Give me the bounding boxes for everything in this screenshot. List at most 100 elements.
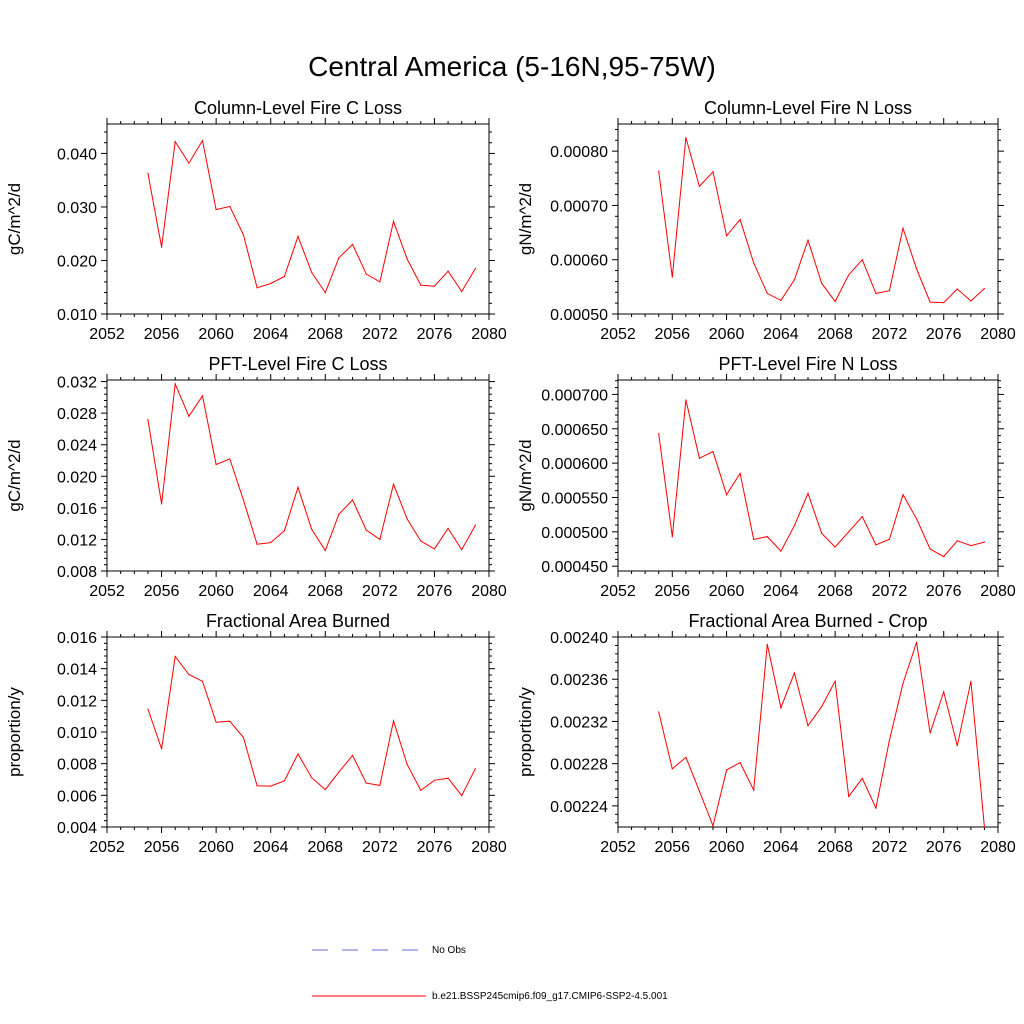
panel-5-data-point xyxy=(420,789,422,792)
panel-5-ylabel: proportion/y xyxy=(5,687,24,777)
panel-2-data-point xyxy=(780,299,782,302)
panel-3-xtick-label: 2068 xyxy=(307,583,343,600)
panel-5-ytick-label: 0.008 xyxy=(57,757,97,774)
panel-6-frame xyxy=(617,636,999,828)
panel-5-data-point xyxy=(311,777,313,779)
panel-6-data-point xyxy=(983,826,986,828)
panel-6-data-point xyxy=(861,777,863,780)
panel-6-data-point xyxy=(780,707,782,709)
panel-3-data-point xyxy=(406,518,408,520)
panel-1-data-point xyxy=(379,281,381,283)
panel-6-data-point xyxy=(820,706,823,708)
panel-4-data-point xyxy=(753,538,755,540)
panel-4-data-point xyxy=(943,555,945,558)
panel-5-xtick-label: 2064 xyxy=(253,839,289,856)
panel-5-data-point xyxy=(406,763,408,765)
legend-model-label: b.e21.BSSP245cmip6.f09_g17.CMIP6-SSP2-4.… xyxy=(432,991,668,1002)
panel-4-data-point xyxy=(725,494,728,496)
panel-3-ytick-label: 0.016 xyxy=(57,501,97,518)
panel-1-xtick-label: 2068 xyxy=(307,326,343,343)
panel-6-data-point xyxy=(725,769,728,771)
panel-1-data-point xyxy=(433,285,436,287)
legend-no-obs-label: No Obs xyxy=(432,945,466,956)
panel-4-xtick-label: 2052 xyxy=(600,583,636,600)
panel-3-data-point xyxy=(270,541,272,544)
panel-3-title: PFT-Level Fire C Loss xyxy=(208,354,387,374)
panel-2-xtick-label: 2052 xyxy=(600,326,636,343)
panel-6-data-point xyxy=(753,789,755,791)
panel-3-data-point xyxy=(188,415,190,417)
panel-5-data-point xyxy=(461,795,463,797)
panel-1-data-point xyxy=(351,243,354,246)
panel-6-data-point xyxy=(888,739,891,742)
panel-5-data-point xyxy=(379,784,381,786)
panel-1-xtick-label: 2064 xyxy=(253,326,289,343)
panel-6-data-point xyxy=(766,643,768,645)
panel-3-ylabel: gC/m^2/d xyxy=(5,439,24,511)
panel-4-data-point xyxy=(712,450,714,453)
panel-4-xtick-label: 2080 xyxy=(980,583,1016,600)
panel-1-xtick-label: 2060 xyxy=(198,326,234,343)
panel-3-xtick-label: 2060 xyxy=(198,583,234,600)
panel-1-ylabel: gC/m^2/d xyxy=(5,183,24,255)
panel-3-ytick-label: 0.028 xyxy=(57,406,97,423)
panel-2-xtick-label: 2072 xyxy=(872,326,908,343)
panel-2-data-point xyxy=(902,227,904,229)
panel-1-data-point xyxy=(420,284,422,286)
panel-6-data-point xyxy=(807,725,809,727)
panel-4-data-point xyxy=(956,540,958,542)
panel-5-ytick-label: 0.010 xyxy=(57,725,97,742)
panel-4-data-point xyxy=(766,536,768,538)
panel-2-xtick-label: 2068 xyxy=(817,326,853,343)
panel-3-data-point xyxy=(351,499,354,501)
panel-5-data-point xyxy=(256,785,258,787)
panel-1-ytick-label: 0.040 xyxy=(57,146,97,163)
panel-1-data-point xyxy=(311,271,313,273)
panel-4-ytick-label: 0.000500 xyxy=(541,525,608,542)
panel-4-data-point xyxy=(820,532,823,534)
panel-5-data-point xyxy=(188,673,190,676)
panel-4-xtick-label: 2064 xyxy=(763,583,799,600)
panel-5-data-point xyxy=(474,768,476,770)
panel-2-column-level-fire-n-loss: 2052 2056 2060 2064 2068 2072 2076 2080 0.00050 0… xyxy=(516,98,1016,343)
panel-4-data-point xyxy=(658,432,660,435)
panel-1-ytick-label: 0.020 xyxy=(57,253,97,270)
panel-5-data-point xyxy=(215,721,217,723)
panel-3-xtick-label: 2052 xyxy=(89,583,125,600)
panel-3-xtick-label: 2080 xyxy=(471,583,507,600)
panel-4-data-point xyxy=(902,494,904,496)
panel-6-ytick-label: 0.00232 xyxy=(550,714,608,731)
panel-4-xtick-label: 2056 xyxy=(654,583,690,600)
panel-4-ytick-label: 0.000600 xyxy=(541,456,608,473)
panel-3-pft-level-fire-c-loss: 2052 2056 2060 2064 2068 2072 2076 2080 0.008 0.0… xyxy=(5,354,507,600)
panel-2-ytick-label: 0.00050 xyxy=(550,307,608,324)
panel-2-data-point xyxy=(793,279,796,281)
panel-1-data-point xyxy=(229,205,231,208)
panel-4-data-point xyxy=(861,516,863,518)
panel-6-data-point xyxy=(875,807,877,809)
panel-5-data-point xyxy=(174,655,176,658)
panel-6-ytick-label: 0.00224 xyxy=(550,799,608,816)
panel-3-data-point xyxy=(433,548,436,550)
panel-6-data-point xyxy=(739,762,741,764)
panel-6-xtick-label: 2056 xyxy=(654,839,690,856)
panel-4-data-point xyxy=(834,546,836,548)
panel-2-data-point xyxy=(915,268,918,270)
panel-3-data-point xyxy=(392,483,395,485)
panel-1-data-point xyxy=(283,275,285,278)
panel-4-data-point xyxy=(807,492,809,494)
panel-1-data-point xyxy=(256,287,258,289)
panel-3-data-point xyxy=(297,486,299,488)
panel-5-title: Fractional Area Burned xyxy=(206,611,390,631)
panel-5-series-line xyxy=(147,655,476,797)
panel-4-data-point xyxy=(888,538,891,540)
panel-6-data-point xyxy=(685,756,687,758)
panel-6-data-point xyxy=(658,711,660,713)
panel-2-data-point xyxy=(861,259,863,261)
panel-6-xtick-label: 2072 xyxy=(872,839,908,856)
panel-5-ytick-label: 0.004 xyxy=(57,820,97,837)
panels-group: 2052 2056 2060 2064 2068 2072 2076 2080 0.010 0.0… xyxy=(5,98,1016,856)
panel-5-data-point xyxy=(147,708,149,710)
panel-2-ytick-label: 0.00060 xyxy=(550,253,608,270)
panel-1-data-point xyxy=(242,234,245,236)
